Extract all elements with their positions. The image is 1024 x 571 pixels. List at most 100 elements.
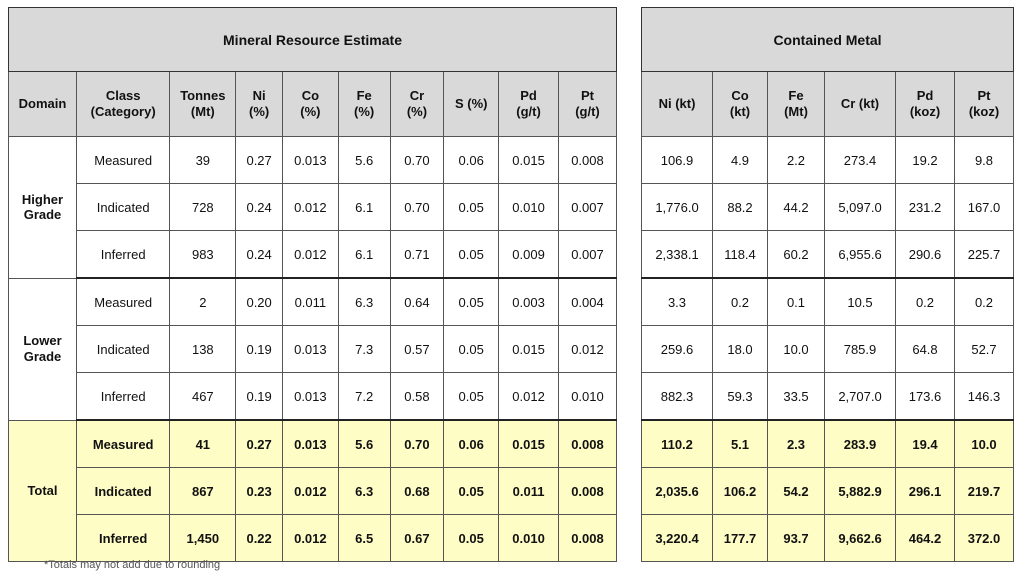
header-line: Class	[105, 87, 141, 103]
grade-cell: 0.19	[235, 372, 283, 421]
column-header: Tonnes (Mt)	[169, 71, 237, 137]
header-line: (Mt)	[784, 104, 808, 119]
grade-cell: 0.20	[235, 277, 283, 326]
column-header: Pd (g/t)	[498, 71, 559, 137]
metal-cell: 9,662.6	[824, 514, 896, 562]
grade-cell: 0.67	[389, 514, 445, 562]
grade-cell: 728	[169, 183, 237, 231]
table-row: 3.3 0.2 0.1 10.5 0.2 0.2	[641, 277, 1014, 326]
grade-cell: 138	[169, 325, 237, 373]
metal-cell: 283.9	[824, 419, 896, 468]
metal-cell: 10.0	[767, 325, 825, 373]
grade-cell: 0.05	[443, 372, 500, 421]
grade-cell: 0.007	[557, 183, 618, 231]
header-line: Fe	[788, 87, 804, 103]
column-header: Cr (%)	[389, 71, 445, 137]
grade-cell: 467	[169, 372, 237, 421]
grade-cell: 0.010	[557, 372, 618, 421]
metal-cell: 5.1	[712, 419, 768, 468]
domain-cell: Lower Grade	[8, 277, 77, 421]
header-line: S (%)	[454, 95, 488, 111]
grade-cell: 0.013	[281, 372, 339, 421]
grade-cell: 867	[169, 467, 237, 515]
metal-cell: 3.3	[641, 277, 713, 326]
grade-cell: 0.58	[389, 372, 445, 421]
class-cell: Indicated	[75, 467, 171, 515]
header-line: Ni (kt)	[658, 95, 696, 111]
metal-cell: 146.3	[954, 372, 1014, 421]
class-cell: Measured	[75, 419, 171, 468]
metal-cell: 785.9	[824, 325, 896, 373]
grade-cell: 2	[169, 277, 237, 326]
header-line: (koz)	[909, 104, 941, 119]
header-line: (koz)	[968, 104, 1000, 119]
column-header: Cr (kt)	[824, 71, 896, 137]
metal-cell: 19.4	[895, 419, 955, 468]
grade-cell: 0.011	[498, 467, 559, 515]
metal-cell: 2,035.6	[641, 467, 713, 515]
grade-cell: 0.012	[498, 372, 559, 421]
grade-cell: 0.05	[443, 230, 500, 279]
metal-cell: 1,776.0	[641, 183, 713, 231]
header-line: Pd	[916, 87, 934, 103]
grade-cell: 6.3	[337, 277, 391, 326]
metal-cell: 59.3	[712, 372, 768, 421]
grade-cell: 0.05	[443, 325, 500, 373]
metal-cell: 259.6	[641, 325, 713, 373]
column-header: Pt (g/t)	[557, 71, 618, 137]
column-header: Co (kt)	[712, 71, 768, 137]
column-header: Fe (Mt)	[767, 71, 825, 137]
contained-metal-table: Contained Metal Ni (kt) Co (kt) Fe (Mt) Cr (k…	[641, 7, 1014, 562]
metal-cell: 9.8	[954, 136, 1014, 184]
metal-cell: 18.0	[712, 325, 768, 373]
grade-cell: 0.06	[443, 419, 500, 468]
header-line: Domain	[18, 95, 67, 111]
metal-cell: 10.0	[954, 419, 1014, 468]
table-row: Indicated 867 0.23 0.012 6.3 0.68 0.05 0.011 0.0…	[9, 467, 618, 515]
metal-cell: 54.2	[767, 467, 825, 515]
header-line: Co	[731, 87, 749, 103]
grade-cell: 0.68	[389, 467, 445, 515]
grade-cell: 0.06	[443, 136, 500, 184]
grade-cell: 0.013	[281, 419, 339, 468]
metal-cell: 2.2	[767, 136, 825, 184]
grade-cell: 0.05	[443, 467, 500, 515]
metal-cell: 106.2	[712, 467, 768, 515]
column-header: Fe (%)	[337, 71, 391, 137]
grade-cell: 0.003	[498, 277, 559, 326]
grade-cell: 0.19	[235, 325, 283, 373]
header-line: (%)	[249, 104, 270, 119]
table-row: Higher Grade Measured 39 0.27 0.013 5.6 0.70 0.0…	[8, 136, 618, 279]
header-line: (g/t)	[575, 104, 600, 119]
header-line: Lower	[23, 333, 62, 349]
metal-cell: 88.2	[712, 183, 768, 231]
header-line: (Mt)	[190, 104, 215, 119]
mineral-resource-table: Mineral Resource Estimate Domain Class (Ca…	[8, 7, 618, 562]
grade-cell: 6.3	[337, 467, 391, 515]
grade-cell: 0.008	[557, 419, 618, 468]
metal-cell: 2,338.1	[641, 230, 713, 279]
grade-cell: 0.70	[389, 136, 445, 184]
metal-cell: 52.7	[954, 325, 1014, 373]
metal-cell: 882.3	[641, 372, 713, 421]
metal-cell: 60.2	[767, 230, 825, 279]
metal-cell: 110.2	[641, 419, 713, 468]
grade-cell: 0.24	[235, 230, 283, 279]
table-row: Inferred 983 0.24 0.012 6.1 0.71 0.05 0.009 0.00…	[9, 230, 618, 279]
column-header: Class (Category)	[75, 71, 171, 137]
metal-cell: 225.7	[954, 230, 1014, 279]
grade-cell: 0.013	[281, 325, 339, 373]
class-cell: Indicated	[75, 325, 171, 373]
grade-cell: 0.012	[281, 183, 339, 231]
column-header: Domain	[8, 71, 77, 137]
grade-cell: 0.012	[557, 325, 618, 373]
grade-cell: 7.2	[337, 372, 391, 421]
header-line: Pt	[580, 87, 594, 103]
column-header: Pt (koz)	[954, 71, 1014, 137]
grade-cell: 0.012	[281, 230, 339, 279]
header-line: Ni	[252, 87, 266, 103]
header-line: Pd	[520, 87, 537, 103]
grade-cell: 0.013	[281, 136, 339, 184]
grade-cell: 0.05	[443, 277, 500, 326]
metal-cell: 0.2	[712, 277, 768, 326]
